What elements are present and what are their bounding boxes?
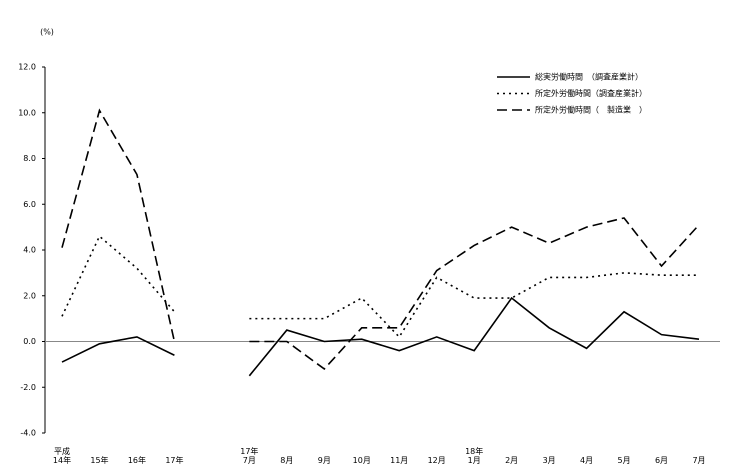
- y-tick-label: 2.0: [23, 291, 36, 300]
- y-tick-label: 12.0: [18, 63, 36, 72]
- x-tick-label: 3月: [542, 456, 556, 465]
- x-tick-label: 5月: [617, 456, 631, 465]
- x-tick-label: 15年: [90, 456, 109, 465]
- y-axis-label: (%): [40, 28, 54, 37]
- y-tick-label: 8.0: [23, 154, 36, 163]
- y-tick-label: -2.0: [20, 383, 36, 392]
- x-tick-label: 17年 7月: [240, 447, 259, 465]
- x-tick-label: 6月: [654, 456, 669, 465]
- y-tick-label: 4.0: [23, 246, 36, 255]
- y-tick-label: 6.0: [23, 200, 36, 209]
- x-tick-label: 10月: [352, 456, 371, 465]
- legend-label: 総実労働時間 （調査産業計）: [535, 72, 643, 82]
- x-tick-label: 8月: [280, 456, 294, 465]
- line-series: [61, 296, 700, 377]
- x-tick-label: 18年 1月: [465, 447, 484, 465]
- y-tick-label: 0.0: [23, 337, 36, 346]
- x-tick-label: 12月: [427, 456, 446, 465]
- x-tick-label: 16年: [127, 456, 147, 465]
- legend-label: 所定外労働時間（ 製造業 ）: [535, 105, 647, 115]
- x-tick-label: 平成 14年: [52, 447, 72, 465]
- x-tick-label: 9月: [317, 456, 331, 465]
- x-tick-label: 7月: [692, 456, 706, 465]
- line-series: [61, 234, 699, 339]
- x-tick-label: 17年: [165, 456, 184, 465]
- y-tick-label: 10.0: [18, 108, 36, 117]
- x-tick-label: 2月: [505, 456, 519, 465]
- x-tick-label: 11月: [390, 456, 409, 465]
- line-series: [61, 108, 700, 371]
- x-tick-label: 4月: [580, 456, 594, 465]
- y-tick-label: -4.0: [20, 429, 36, 438]
- legend-label: 所定外労働時間（調査産業計）: [535, 88, 647, 98]
